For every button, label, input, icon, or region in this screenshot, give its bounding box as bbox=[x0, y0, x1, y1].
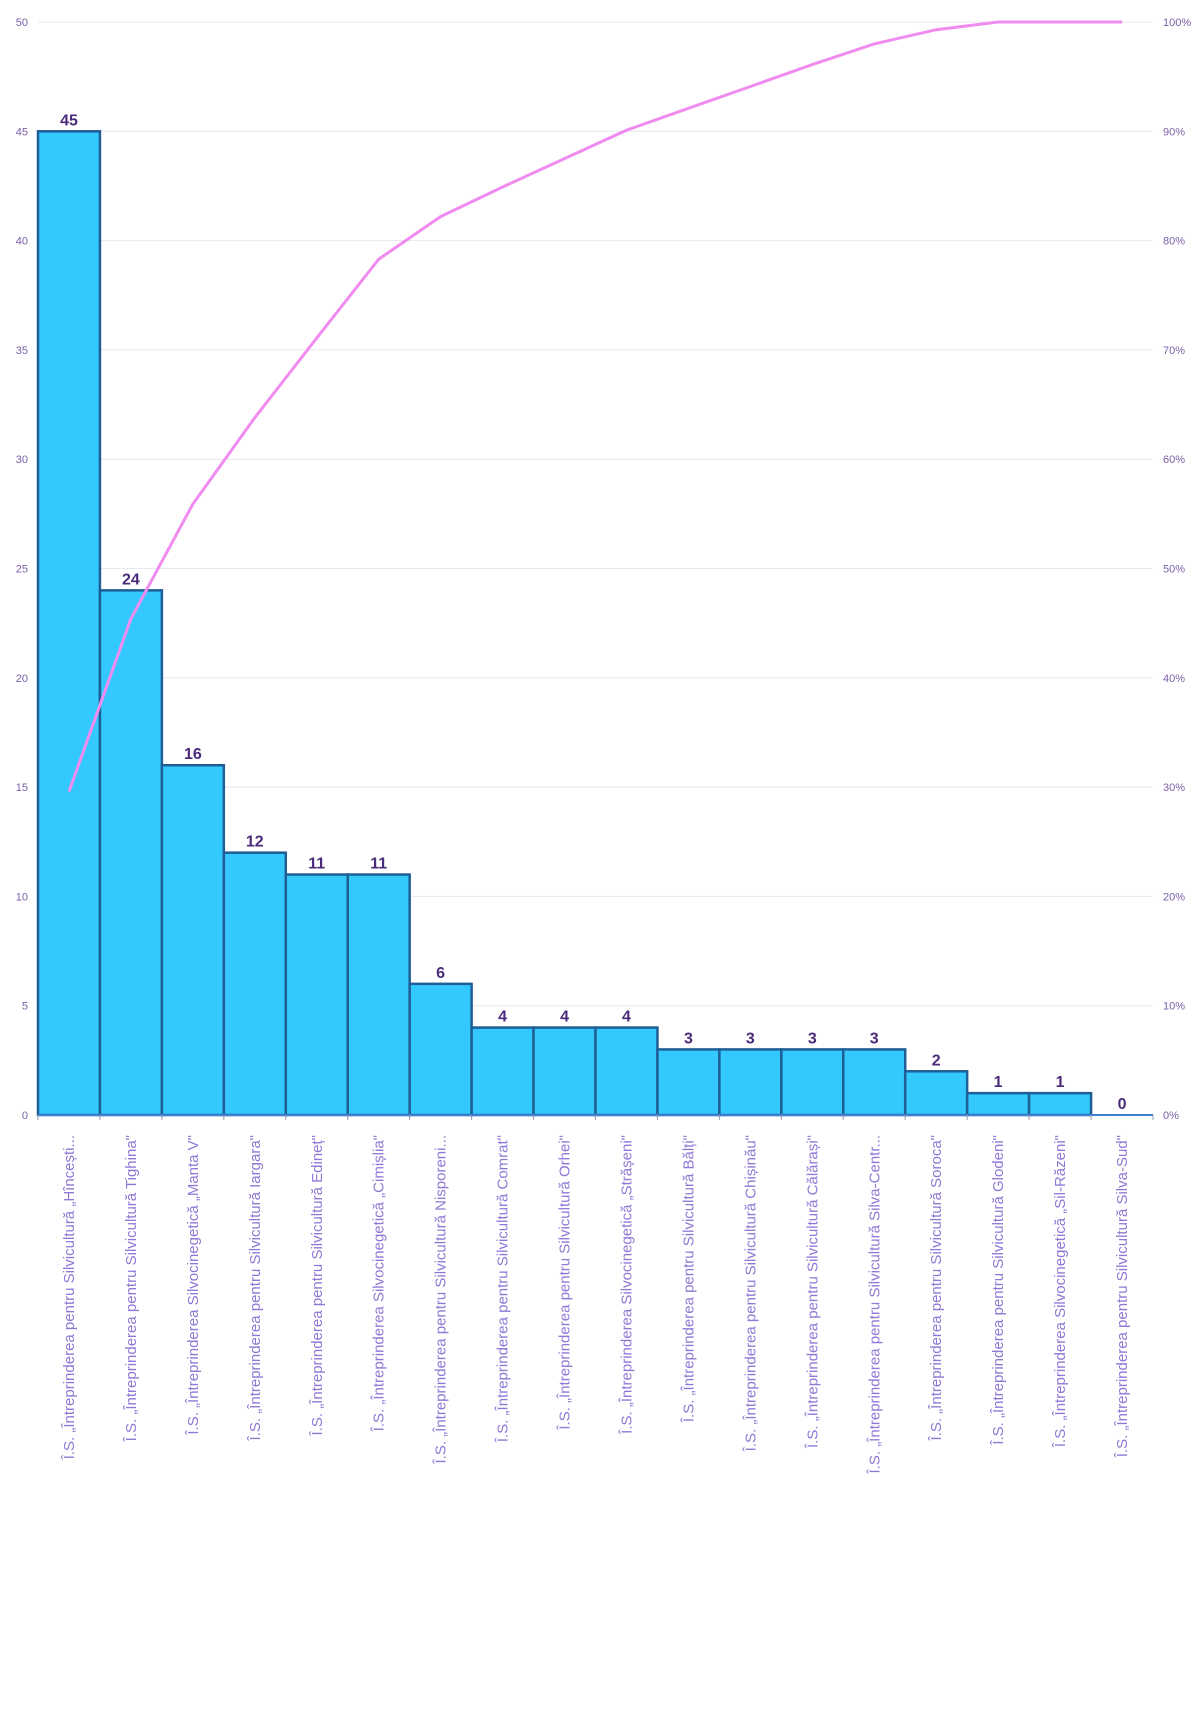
y-tick-label-left: 35 bbox=[16, 345, 28, 357]
y-tick-label-left: 25 bbox=[16, 564, 28, 576]
category-label: Î.S. „Întreprinderea pentru Silvicultură… bbox=[1114, 1135, 1131, 1458]
data-label: 2 bbox=[932, 1052, 941, 1069]
bar bbox=[346, 873, 411, 1117]
bars bbox=[36, 130, 1093, 1117]
data-label: 12 bbox=[246, 834, 264, 851]
category-label: Î.S. „Întreprinderea Silvocinegetică „St… bbox=[618, 1135, 635, 1435]
category-label: Î.S. „Întreprinderea pentru Silvicultură… bbox=[495, 1135, 512, 1443]
data-label: 6 bbox=[436, 965, 445, 982]
y-tick-label-left: 45 bbox=[16, 126, 28, 138]
category-label: Î.S. „Întreprinderea pentru Silvicultură… bbox=[928, 1135, 945, 1441]
y-tick-label-right: 80% bbox=[1163, 236, 1185, 248]
y-tick-label-left: 20 bbox=[16, 673, 28, 685]
y-tick-label-left: 15 bbox=[16, 782, 28, 794]
bar bbox=[594, 1026, 659, 1117]
y-tick-label-right: 100% bbox=[1163, 17, 1191, 29]
y-axis-right-ticks: 0% 10% 20% 30% 40% 50% 60% 70% 80% 90% 100% bbox=[1163, 17, 1191, 1122]
y-tick-label-left: 30 bbox=[16, 454, 28, 466]
category-label: Î.S. „Întreprinderea pentru Silvicultură… bbox=[557, 1135, 574, 1431]
bar bbox=[284, 873, 349, 1117]
category-label: Î.S. „Întreprinderea Silvocinegetică „Ma… bbox=[185, 1135, 202, 1436]
data-label: 1 bbox=[994, 1074, 1003, 1091]
bar bbox=[903, 1070, 969, 1117]
bar bbox=[36, 130, 102, 1117]
category-label: Î.S. „Întreprinderea pentru Silvicultură… bbox=[804, 1135, 821, 1449]
bar bbox=[780, 1048, 845, 1117]
data-label: 16 bbox=[184, 746, 202, 763]
category-label: Î.S. „Întreprinderea pentru Silvicultură… bbox=[866, 1135, 883, 1474]
y-tick-label-left: 5 bbox=[22, 1001, 28, 1013]
x-axis bbox=[37, 1114, 1154, 1120]
data-label: 11 bbox=[370, 856, 387, 873]
bar bbox=[222, 851, 288, 1117]
category-label: Î.S. „Întreprinderea pentru Silvicultură… bbox=[433, 1135, 450, 1464]
bar bbox=[1027, 1091, 1093, 1117]
data-label: 0 bbox=[1118, 1096, 1127, 1113]
bar bbox=[965, 1091, 1031, 1117]
cumulative-line bbox=[67, 20, 1122, 793]
cumulative-percent-line bbox=[67, 20, 1122, 793]
y-tick-label-left: 50 bbox=[16, 17, 28, 29]
bar bbox=[532, 1026, 597, 1117]
data-label: 1 bbox=[1056, 1074, 1065, 1091]
category-label: Î.S. „Întreprinderea pentru Silvicultură… bbox=[990, 1135, 1007, 1446]
y-tick-label-right: 20% bbox=[1163, 891, 1185, 903]
data-label: 4 bbox=[622, 1009, 631, 1026]
bar bbox=[98, 589, 164, 1117]
bar bbox=[718, 1048, 783, 1117]
data-label: 45 bbox=[60, 112, 78, 129]
data-label: 11 bbox=[308, 856, 325, 873]
y-tick-label-right: 10% bbox=[1163, 1001, 1185, 1013]
y-tick-label-left: 10 bbox=[16, 891, 28, 903]
data-label: 3 bbox=[870, 1030, 879, 1047]
data-label: 24 bbox=[122, 571, 140, 588]
category-label: Î.S. „Întreprinderea pentru Silvicultură… bbox=[247, 1135, 264, 1441]
y-tick-label-right: 70% bbox=[1163, 345, 1185, 357]
y-tick-label-right: 90% bbox=[1163, 126, 1185, 138]
data-label: 4 bbox=[498, 1009, 507, 1026]
bar bbox=[160, 763, 226, 1117]
y-tick-label-right: 0% bbox=[1163, 1110, 1179, 1122]
category-label: Î.S. „Întreprinderea Silvocinegetică „Ci… bbox=[371, 1135, 388, 1432]
category-label: Î.S. „Întreprinderea pentru Silvicultură… bbox=[742, 1135, 759, 1452]
y-tick-label-right: 30% bbox=[1163, 782, 1185, 794]
data-label: 3 bbox=[746, 1030, 755, 1047]
y-axis-left-ticks: 0 5 10 15 20 25 30 35 40 45 50 bbox=[16, 17, 28, 1122]
data-label: 3 bbox=[684, 1030, 693, 1047]
bar bbox=[842, 1048, 907, 1117]
y-tick-label-right: 60% bbox=[1163, 454, 1185, 466]
category-label: Î.S. „Întreprinderea pentru Silvicultură… bbox=[680, 1135, 697, 1423]
y-tick-label-right: 40% bbox=[1163, 673, 1185, 685]
bar bbox=[470, 1026, 535, 1117]
category-label: Î.S. „Întreprinderea Silvocinegetică „Si… bbox=[1052, 1135, 1069, 1448]
data-label: 3 bbox=[808, 1030, 817, 1047]
y-tick-label-left: 0 bbox=[22, 1110, 28, 1122]
category-labels: Î.S. „Întreprinderea pentru Silvicultură… bbox=[61, 1135, 1131, 1474]
data-label: 4 bbox=[560, 1009, 569, 1026]
bar bbox=[408, 982, 473, 1117]
bar bbox=[656, 1048, 721, 1117]
category-label: Î.S. „Întreprinderea pentru Silvicultură… bbox=[309, 1135, 326, 1436]
category-label: Î.S. „Întreprinderea pentru Silvicultură… bbox=[123, 1135, 140, 1442]
y-tick-label-right: 50% bbox=[1163, 564, 1185, 576]
y-tick-label-left: 40 bbox=[16, 236, 28, 248]
category-label: Î.S. „Întreprinderea pentru Silvicultură… bbox=[61, 1135, 78, 1460]
